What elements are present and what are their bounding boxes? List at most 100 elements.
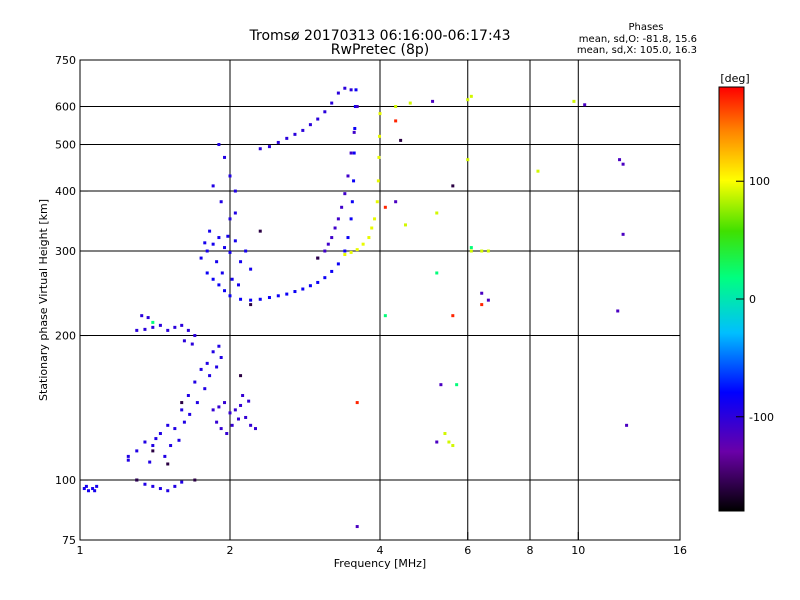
chart-subtitle: RwPretec (8p) <box>331 42 429 58</box>
echo-point <box>193 478 197 482</box>
echo-point <box>323 276 327 280</box>
echo-point <box>233 189 237 193</box>
echo-point <box>143 482 147 486</box>
echo-point <box>336 91 340 95</box>
echo-point <box>349 151 353 155</box>
echo-point <box>301 287 305 291</box>
echo-point <box>217 283 221 287</box>
echo-point <box>239 260 243 264</box>
echo-point <box>435 440 439 444</box>
y-tick-label: 400 <box>55 185 76 198</box>
echo-point <box>208 374 212 378</box>
echo-point <box>180 408 184 412</box>
echo-point <box>536 169 540 173</box>
echo-point <box>293 290 297 294</box>
echo-point <box>330 236 334 240</box>
y-tick-label: 75 <box>62 534 76 547</box>
echo-point <box>173 427 177 431</box>
x-tick-label: 1 <box>77 544 84 557</box>
echo-point <box>451 444 455 448</box>
echo-point <box>249 298 253 302</box>
y-tick-label: 750 <box>55 54 76 67</box>
echo-point <box>451 314 455 318</box>
echo-point <box>143 327 147 331</box>
x-tick-label: 10 <box>571 544 585 557</box>
echo-point <box>208 229 212 233</box>
y-axis-label: Stationary phase Virtual Height [km] <box>37 199 50 401</box>
echo-point <box>166 489 170 493</box>
echo-point <box>219 427 223 431</box>
echo-point <box>211 408 215 412</box>
colorbar-tick-label: 100 <box>749 175 770 188</box>
echo-point <box>84 484 88 488</box>
y-tick-label: 100 <box>55 474 76 487</box>
echo-point <box>258 147 262 151</box>
echo-point <box>352 130 356 134</box>
echo-point <box>182 339 186 343</box>
echo-point <box>370 226 374 230</box>
echo-point <box>215 260 219 264</box>
echo-point <box>219 200 223 204</box>
echo-point <box>239 297 243 301</box>
echo-point <box>217 405 221 409</box>
echo-point <box>346 174 350 178</box>
x-axis: 1 2 4 6 8 10 16 <box>77 532 687 557</box>
echo-point <box>228 411 232 415</box>
y-tick-label: 200 <box>55 330 76 343</box>
echo-point <box>86 489 90 493</box>
echo-point <box>190 342 194 346</box>
echo-point <box>349 217 353 221</box>
echo-point <box>355 105 359 109</box>
echo-point <box>258 229 262 233</box>
echo-point <box>443 432 447 436</box>
x-tick-label: 8 <box>527 544 534 557</box>
echo-point <box>249 423 253 427</box>
echo-point <box>203 241 207 245</box>
echo-point <box>173 484 177 488</box>
echo-point <box>330 269 334 273</box>
echo-point <box>583 103 587 107</box>
echo-point <box>228 217 232 221</box>
echo-point <box>330 101 334 105</box>
echo-point <box>226 234 230 238</box>
echo-point <box>466 98 470 102</box>
echo-point <box>346 236 350 240</box>
echo-point <box>154 437 158 441</box>
echo-point <box>486 298 490 302</box>
echo-point <box>223 401 227 405</box>
echo-point <box>394 119 398 123</box>
echo-point <box>239 374 243 378</box>
echo-point <box>95 484 99 488</box>
echo-point <box>336 217 340 221</box>
x-tick-label: 6 <box>464 544 471 557</box>
x-tick-label: 16 <box>673 544 687 557</box>
echo-point <box>193 334 197 338</box>
echo-point <box>455 383 459 387</box>
echo-point <box>143 440 147 444</box>
echo-point <box>343 86 347 90</box>
echo-point <box>148 460 152 464</box>
echo-point <box>293 132 297 136</box>
echo-point <box>135 478 139 482</box>
x-tick-label: 2 <box>227 544 234 557</box>
echo-point <box>228 250 232 254</box>
echo-point <box>186 328 190 332</box>
echo-point <box>166 462 170 466</box>
echo-point <box>431 99 435 103</box>
echo-point <box>378 112 382 116</box>
echo-point <box>163 454 167 458</box>
echo-point <box>486 249 490 253</box>
echo-point <box>199 256 203 260</box>
echo-point <box>377 134 381 138</box>
echo-point <box>211 184 215 188</box>
echo-point <box>352 151 356 155</box>
echo-point <box>285 136 289 140</box>
echo-point <box>236 283 240 287</box>
echo-point <box>151 484 155 488</box>
echo-point <box>91 487 95 491</box>
echo-point <box>249 303 253 307</box>
echo-point <box>247 399 251 403</box>
y-tick-label: 500 <box>55 139 76 152</box>
echo-point <box>308 284 312 288</box>
echo-point <box>230 423 234 427</box>
